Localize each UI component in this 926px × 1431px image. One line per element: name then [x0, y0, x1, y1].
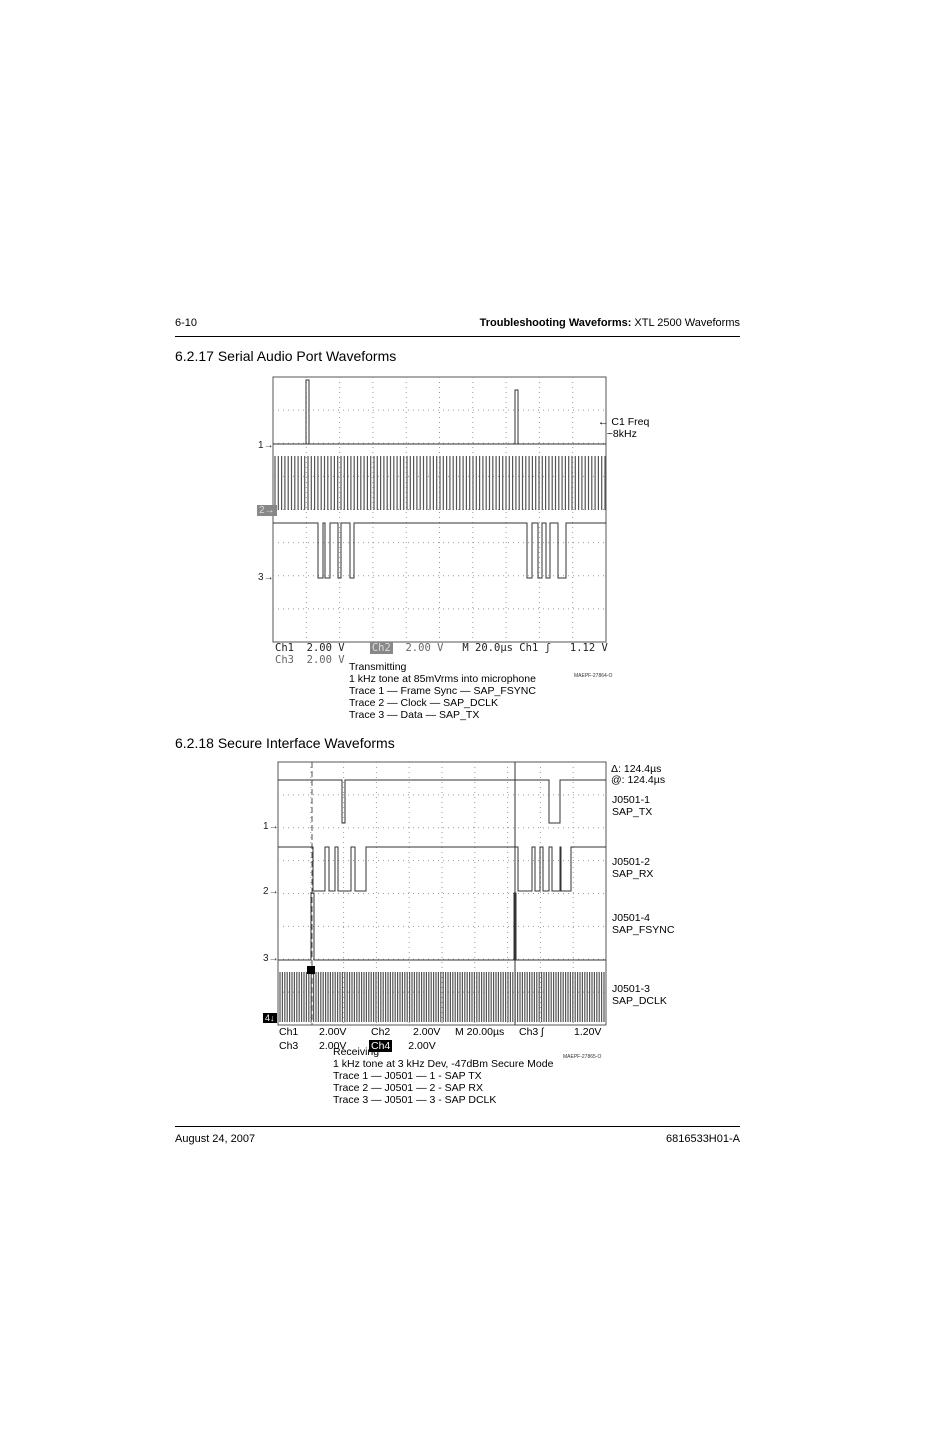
ch1-marker-2: 1→ — [263, 821, 279, 832]
caption-1: Transmitting 1 kHz tone at 85mVrms into m… — [349, 661, 536, 721]
section-title-6-2-18: 6.2.18 Secure Interface Waveforms — [175, 735, 395, 751]
cursor-readout: Δ: 124.4µs @: 124.4µs — [611, 763, 666, 786]
trace-clock — [274, 456, 606, 510]
trace-sap-dclk — [279, 972, 605, 1022]
scope-readout-2: Ch1 2.00V Ch2 2.00V M 20.00µs Ch3 ʃ 1.20V Ch3 2… — [279, 1026, 602, 1052]
trace-sap-rx — [278, 846, 606, 892]
header-rule — [175, 336, 740, 337]
running-header: Troubleshooting Waveforms: XTL 2500 Wave… — [480, 317, 740, 329]
trace-data — [273, 522, 606, 579]
c1-freq-label: ← C1 Freq ~8kHz — [598, 416, 650, 440]
scope-readout-1: Ch1 2.00 V Ch2 2.00 V M 20.0µs Ch1 ʃ 1.1… — [275, 642, 608, 666]
footer-date: August 24, 2007 — [175, 1133, 256, 1145]
trace-label-sap-rx: J0501-2 SAP_RX — [612, 856, 654, 880]
ch3-marker-2: 3→ — [263, 953, 279, 964]
ch1-marker: 1→ — [258, 440, 274, 451]
caption-2: Receiving 1 kHz tone at 3 kHz Dev, -47dBm… — [333, 1046, 554, 1106]
footer-doc-number: 6816533H01-A — [665, 1133, 740, 1145]
trigger-marker — [307, 966, 315, 974]
footer-rule — [175, 1126, 740, 1127]
header-rest: XTL 2500 Waveforms — [631, 317, 740, 329]
ch2-marker: 2→ — [257, 505, 277, 516]
fig2-graticule-frame — [277, 761, 607, 1026]
ch3-marker: 3→ — [258, 572, 274, 583]
figure-id-1: MAEPF-27864-O — [574, 673, 613, 679]
trace-label-sap-dclk: J0501-3 SAP_DCLK — [612, 983, 667, 1007]
section-title-6-2-17: 6.2.17 Serial Audio Port Waveforms — [175, 348, 397, 364]
ch2-marker-2: 2→ — [263, 886, 279, 897]
trace-label-sap-tx: J0501-1 SAP_TX — [612, 794, 653, 818]
header-bold: Troubleshooting Waveforms: — [479, 317, 632, 329]
page-number: 6-10 — [175, 317, 198, 329]
trace-frame-sync-2 — [273, 389, 606, 445]
trace-sap-tx — [278, 779, 606, 824]
trace-label-sap-fsync: J0501-4 SAP_FSYNC — [612, 912, 675, 936]
figure-id-2: MAEPF-27865-O — [563, 1054, 602, 1060]
ch4-marker-2: 4↓ — [263, 1013, 277, 1023]
trace-sap-fsync — [278, 892, 606, 961]
